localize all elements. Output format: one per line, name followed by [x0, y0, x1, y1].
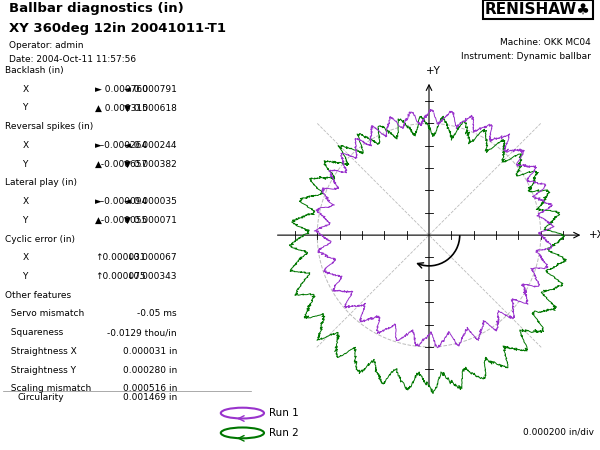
Text: ► 0.000760: ► 0.000760 [95, 85, 148, 94]
Text: X: X [22, 85, 29, 94]
Text: Run 2: Run 2 [269, 428, 299, 438]
Text: X: X [22, 141, 29, 150]
Text: ▲-0.000657: ▲-0.000657 [95, 160, 148, 169]
Text: Straightness Y: Straightness Y [5, 365, 76, 374]
Text: XY 360deg 12in 20041011-T1: XY 360deg 12in 20041011-T1 [9, 22, 226, 36]
Text: ↓0.000067: ↓0.000067 [126, 253, 177, 262]
Text: Y: Y [22, 272, 28, 281]
Text: X: X [22, 253, 29, 262]
Text: Instrument: Dynamic ballbar: Instrument: Dynamic ballbar [461, 52, 591, 61]
Text: 0.000516 in: 0.000516 in [122, 384, 177, 393]
Text: ▼ 0.000382: ▼ 0.000382 [124, 160, 177, 169]
Text: +Y: +Y [426, 67, 441, 76]
Text: Other features: Other features [5, 291, 71, 300]
Text: ►-0.000094: ►-0.000094 [95, 197, 148, 206]
Text: 0.001469 in: 0.001469 in [122, 393, 177, 402]
Text: ↓0.000343: ↓0.000343 [127, 272, 177, 281]
Text: Reversal spikes (in): Reversal spikes (in) [5, 122, 94, 131]
Text: Y: Y [22, 104, 28, 112]
Text: Run 1: Run 1 [269, 408, 299, 418]
Text: ▲-0.000055: ▲-0.000055 [95, 216, 148, 225]
Text: -0.05 ms: -0.05 ms [137, 310, 177, 319]
Text: Operator: admin: Operator: admin [9, 41, 83, 50]
Text: RENISHAW♣: RENISHAW♣ [485, 2, 591, 17]
Text: ↑0.000031: ↑0.000031 [95, 253, 146, 262]
Text: +X: +X [589, 230, 600, 240]
Text: ◄ 0.000791: ◄ 0.000791 [124, 85, 177, 94]
Text: 0.000031 in: 0.000031 in [122, 347, 177, 356]
Text: Y: Y [22, 216, 28, 225]
Text: ◄ 0.000244: ◄ 0.000244 [124, 141, 177, 150]
Text: Ballbar diagnostics (in): Ballbar diagnostics (in) [9, 2, 184, 15]
Text: ↑0.000075: ↑0.000075 [95, 272, 146, 281]
Text: ►-0.000264: ►-0.000264 [95, 141, 148, 150]
Text: -0.0129 thou/in: -0.0129 thou/in [107, 328, 177, 337]
Text: 0.000280 in: 0.000280 in [122, 365, 177, 374]
Text: Lateral play (in): Lateral play (in) [5, 178, 77, 187]
Text: X: X [22, 197, 29, 206]
Text: Cyclic error (in): Cyclic error (in) [5, 234, 75, 243]
Text: Servo mismatch: Servo mismatch [5, 310, 85, 319]
Text: Straightness X: Straightness X [5, 347, 77, 356]
Text: Circularity: Circularity [17, 393, 64, 402]
Text: ▼ 0.000071: ▼ 0.000071 [124, 216, 177, 225]
Text: Y: Y [22, 160, 28, 169]
Text: Machine: OKK MC04: Machine: OKK MC04 [500, 38, 591, 47]
Text: 0.000200 in/div: 0.000200 in/div [523, 428, 594, 436]
Text: Date: 2004-Oct-11 11:57:56: Date: 2004-Oct-11 11:57:56 [9, 55, 136, 64]
Text: ◄ 0.000035: ◄ 0.000035 [124, 197, 177, 206]
Text: Scaling mismatch: Scaling mismatch [5, 384, 92, 393]
Text: Squareness: Squareness [5, 328, 64, 337]
Text: ▲ 0.000315: ▲ 0.000315 [95, 104, 148, 112]
Text: ▼ 0.000618: ▼ 0.000618 [124, 104, 177, 112]
Text: Backlash (in): Backlash (in) [5, 66, 64, 75]
